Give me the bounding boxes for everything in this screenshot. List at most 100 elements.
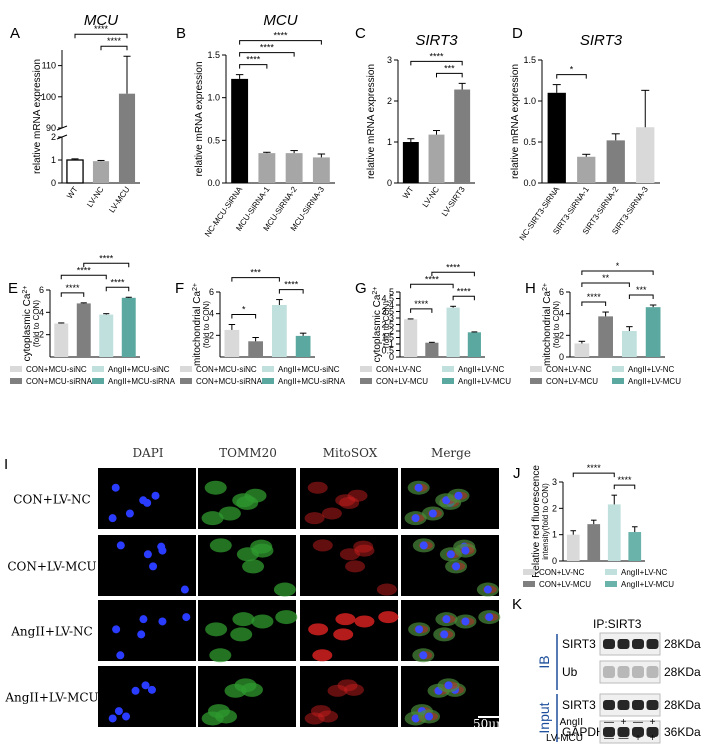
chart-title: SIRT3	[580, 32, 623, 49]
nucleus	[411, 714, 420, 723]
microscopy-column-label: Merge	[431, 446, 471, 460]
bar	[467, 332, 481, 357]
panel-letter-K: K	[512, 596, 522, 613]
panel-letter-F: F	[175, 280, 184, 297]
nucleus	[116, 541, 125, 550]
y-tick-label: 1	[552, 530, 557, 540]
y-tick-label: 0	[552, 556, 557, 566]
nucleus	[116, 651, 125, 660]
bar	[272, 305, 287, 357]
significance-label: ****	[99, 253, 114, 263]
legend-label: CON+MCU-siRNA	[26, 377, 93, 386]
bar	[547, 92, 566, 183]
y-tick-label: 4	[209, 309, 214, 319]
significance-bracket	[100, 45, 128, 51]
y-axis-label: mitochondrial Ca2+	[192, 283, 204, 366]
nucleus	[419, 541, 428, 550]
bar	[231, 78, 249, 183]
legend-swatch	[605, 581, 617, 587]
legend-label: AngII+MCU-siRNA	[278, 377, 346, 386]
legend-swatch	[530, 366, 542, 372]
nucleus	[139, 496, 148, 505]
band	[632, 666, 644, 678]
microscopy-panel: I DAPI TOMM20 MitoSOX Merge CON+LV-NC CON+LV…	[4, 446, 508, 731]
significance-label: ****	[260, 43, 275, 53]
band	[646, 639, 659, 649]
legend-label: AngII+LV-MCU	[621, 580, 674, 589]
significance-label: ****	[65, 283, 80, 293]
legend-label: CON+LV-MCU	[546, 377, 598, 386]
significance-label: ****	[414, 299, 429, 309]
legend-label: AngII+LV-NC	[621, 568, 668, 577]
y-tick-label: 0	[51, 178, 56, 188]
significance-bracket	[410, 60, 463, 66]
significance-bracket	[60, 292, 85, 297]
band	[646, 727, 659, 737]
microscopy-image-dapi	[98, 468, 196, 529]
significance-label: ****	[446, 262, 461, 272]
bar	[99, 314, 114, 357]
legend-swatch	[612, 366, 624, 372]
nucleus	[158, 546, 167, 555]
legend-swatch	[605, 569, 617, 575]
band	[646, 700, 659, 710]
significance-bracket	[581, 282, 630, 287]
band	[632, 727, 644, 737]
microscopy-image-dapi	[98, 535, 196, 596]
condition-value: —	[604, 733, 614, 744]
y-axis-label: mitochondrial Ca2+	[542, 283, 554, 366]
significance-label: *	[570, 65, 574, 75]
y-tick-label: 1.5	[523, 55, 536, 65]
legend-label: CON+LV-MCU	[376, 377, 428, 386]
microscopy-image-merge	[401, 600, 501, 663]
y-axis-label-2: (fold to CON)	[32, 300, 41, 347]
chart-E: E 2 4 6 cytoplasmic Ca2+(fold to CON) **** ***…	[8, 253, 176, 386]
panel-letter-A: A	[10, 25, 20, 42]
y-tick-label: 3	[389, 313, 394, 323]
significance-label: ****	[273, 31, 288, 41]
microscopy-row-label: CON+LV-MCU	[7, 560, 96, 574]
legend-swatch	[10, 366, 22, 372]
mitosox-stain	[308, 623, 329, 636]
nucleus	[114, 707, 123, 716]
significance-bracket	[60, 274, 107, 280]
microscopy-image-mitosox	[300, 666, 398, 727]
blot-strip	[599, 720, 661, 744]
nucleus	[137, 630, 146, 639]
microscopy-image-tomm20	[198, 600, 298, 663]
nucleus	[442, 615, 451, 624]
nucleus	[182, 613, 191, 622]
y-axis-label-2: intensity(fold to CON)	[541, 483, 550, 560]
input-label: Input	[536, 702, 552, 733]
microscopy-row-label: CON+LV-NC	[13, 493, 90, 507]
nucleus	[143, 550, 152, 559]
bar	[598, 316, 613, 357]
mito-stain	[251, 614, 274, 629]
nucleus	[419, 651, 428, 660]
y-axis-label: relative mRNA expression	[366, 64, 377, 179]
legend-swatch	[262, 378, 274, 384]
y-tick-label: 2	[387, 96, 392, 106]
microscopy-image-mitosox	[300, 600, 399, 662]
microscopy-row-label: AngII+LV-MCU	[4, 691, 98, 705]
y-tick-label: 2	[552, 503, 557, 513]
legend-swatch	[442, 378, 454, 384]
nucleus	[444, 681, 453, 690]
bar	[446, 307, 460, 357]
mitosox-stain	[318, 710, 339, 723]
microscopy-image-dapi	[98, 600, 196, 661]
y-axis-label: relative mRNA expression	[32, 59, 43, 174]
significance-bracket	[105, 286, 130, 292]
bar	[628, 532, 642, 561]
bar	[258, 153, 276, 183]
significance-bracket	[239, 64, 268, 69]
microscopy-column-label: TOMM20	[219, 446, 277, 460]
y-tick-label: 2	[51, 132, 56, 142]
panel-letter-G: G	[355, 280, 367, 297]
legend-swatch	[523, 569, 535, 575]
mitosox-stain	[333, 628, 354, 641]
panel-letter-E: E	[8, 280, 18, 297]
y-axis-label-2: (fold to CON)	[202, 301, 211, 348]
